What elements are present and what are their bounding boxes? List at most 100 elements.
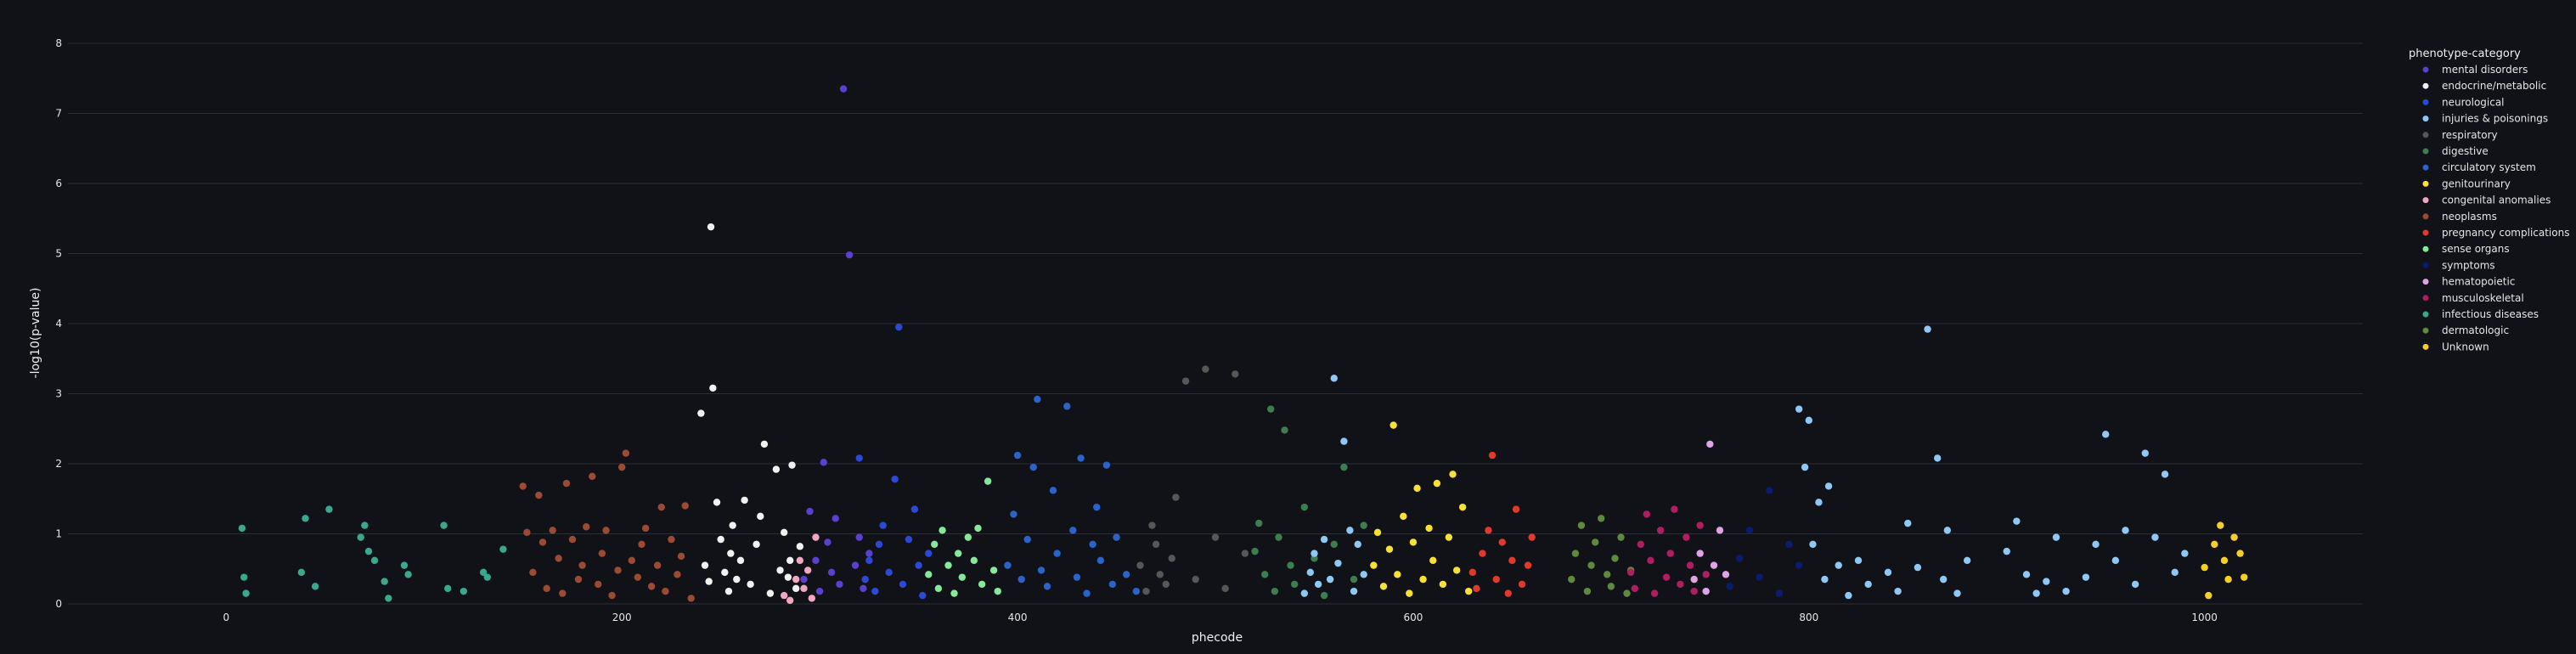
legend-item[interactable]: congenital anomalies	[2422, 195, 2551, 206]
data-point	[1568, 575, 1575, 584]
legend-marker	[2422, 245, 2429, 252]
x-axis-ticks: 0 200 400 600 800 1000	[223, 612, 2218, 623]
y-tick-label: 7	[55, 108, 62, 120]
data-point	[836, 580, 843, 589]
data-point	[974, 524, 982, 533]
data-point	[302, 515, 309, 522]
data-point	[989, 567, 998, 574]
legend-label: genitourinary	[2442, 178, 2511, 189]
data-point	[1824, 482, 1833, 490]
legend-item[interactable]: sense organs	[2422, 243, 2510, 255]
data-point	[1445, 533, 1453, 541]
data-point	[1063, 403, 1071, 410]
data-point	[2032, 589, 2040, 597]
series-group	[697, 223, 804, 597]
data-point	[800, 584, 808, 593]
data-point	[634, 573, 642, 581]
data-point	[776, 567, 784, 574]
data-point	[958, 573, 967, 581]
data-point	[1508, 556, 1516, 565]
data-point	[2043, 578, 2050, 585]
data-point	[1172, 493, 1180, 501]
series-group	[1726, 487, 1803, 597]
legend-item[interactable]: infectious diseases	[2422, 308, 2539, 320]
legend-item[interactable]: neurological	[2422, 96, 2505, 108]
data-point	[499, 545, 507, 553]
legend-item[interactable]: respiratory	[2422, 129, 2498, 141]
data-point	[2217, 522, 2224, 529]
data-point	[1464, 587, 1473, 595]
legend-label: neoplasms	[2442, 211, 2497, 223]
series-group	[925, 477, 1001, 597]
data-point	[831, 515, 839, 522]
legend-item[interactable]: mental disorders	[2422, 64, 2528, 76]
legend-item[interactable]: pregnancy complications	[2422, 227, 2570, 239]
series-group	[1690, 440, 1730, 595]
data-point	[519, 482, 527, 490]
data-point	[361, 522, 369, 529]
data-point	[879, 522, 887, 529]
data-point	[1419, 575, 1427, 584]
data-point	[618, 463, 626, 471]
legend-marker	[2422, 327, 2429, 334]
data-point	[1320, 591, 1328, 600]
data-point	[380, 578, 388, 585]
data-point	[2111, 556, 2120, 565]
data-point	[2181, 550, 2189, 557]
data-point	[925, 571, 933, 578]
data-point	[1785, 540, 1793, 549]
data-point	[1766, 487, 1773, 494]
legend-item[interactable]: hematopoietic	[2422, 276, 2516, 288]
y-tick-label: 2	[55, 458, 62, 470]
data-point	[543, 584, 550, 593]
x-tick-label: 400	[1008, 612, 1028, 623]
data-point	[1716, 527, 1724, 534]
data-point	[1389, 421, 1397, 429]
legend-item[interactable]: Unknown	[2422, 341, 2489, 352]
data-point	[865, 550, 873, 557]
legend-item[interactable]: digestive	[2422, 145, 2489, 157]
legend-item[interactable]: injuries & poisonings	[2422, 113, 2549, 125]
legend-item[interactable]: endocrine/metabolic	[2422, 80, 2547, 92]
data-point	[2101, 431, 2110, 438]
legend-item[interactable]: genitourinary	[2422, 178, 2511, 189]
data-point	[800, 575, 808, 584]
data-point	[812, 533, 820, 541]
data-point	[1845, 591, 1852, 600]
legend-label: circulatory system	[2442, 161, 2536, 173]
data-point	[1953, 589, 1961, 597]
data-point	[364, 547, 373, 555]
data-point	[589, 472, 596, 481]
data-point	[875, 540, 883, 549]
data-point	[483, 573, 492, 581]
data-point	[964, 533, 972, 541]
data-point	[786, 596, 794, 605]
data-point	[1300, 589, 1309, 597]
data-point	[238, 524, 246, 533]
legend-item[interactable]: musculoskeletal	[2422, 292, 2524, 304]
legend-item[interactable]: symptoms	[2422, 259, 2495, 271]
data-point	[638, 540, 645, 549]
legend-item[interactable]: dermatologic	[2422, 324, 2510, 336]
data-point	[653, 561, 662, 569]
data-point	[1617, 533, 1625, 541]
data-point	[1939, 575, 1948, 584]
data-point	[1623, 589, 1631, 597]
legend-title: phenotype-category	[2409, 48, 2521, 60]
series-group	[1370, 421, 1473, 597]
data-point	[1394, 571, 1401, 578]
data-point	[792, 584, 800, 593]
series-group	[1251, 405, 1367, 600]
data-point	[574, 575, 583, 584]
data-point	[1330, 540, 1338, 549]
data-point	[1350, 587, 1358, 595]
data-point	[1181, 377, 1190, 385]
data-point	[2151, 533, 2159, 541]
legend-item[interactable]: neoplasms	[2422, 211, 2497, 223]
data-point	[788, 461, 796, 469]
data-point	[1835, 561, 1842, 569]
data-point	[622, 449, 630, 457]
data-point	[1271, 587, 1279, 595]
data-point	[555, 555, 562, 562]
legend-item[interactable]: circulatory system	[2422, 161, 2536, 173]
